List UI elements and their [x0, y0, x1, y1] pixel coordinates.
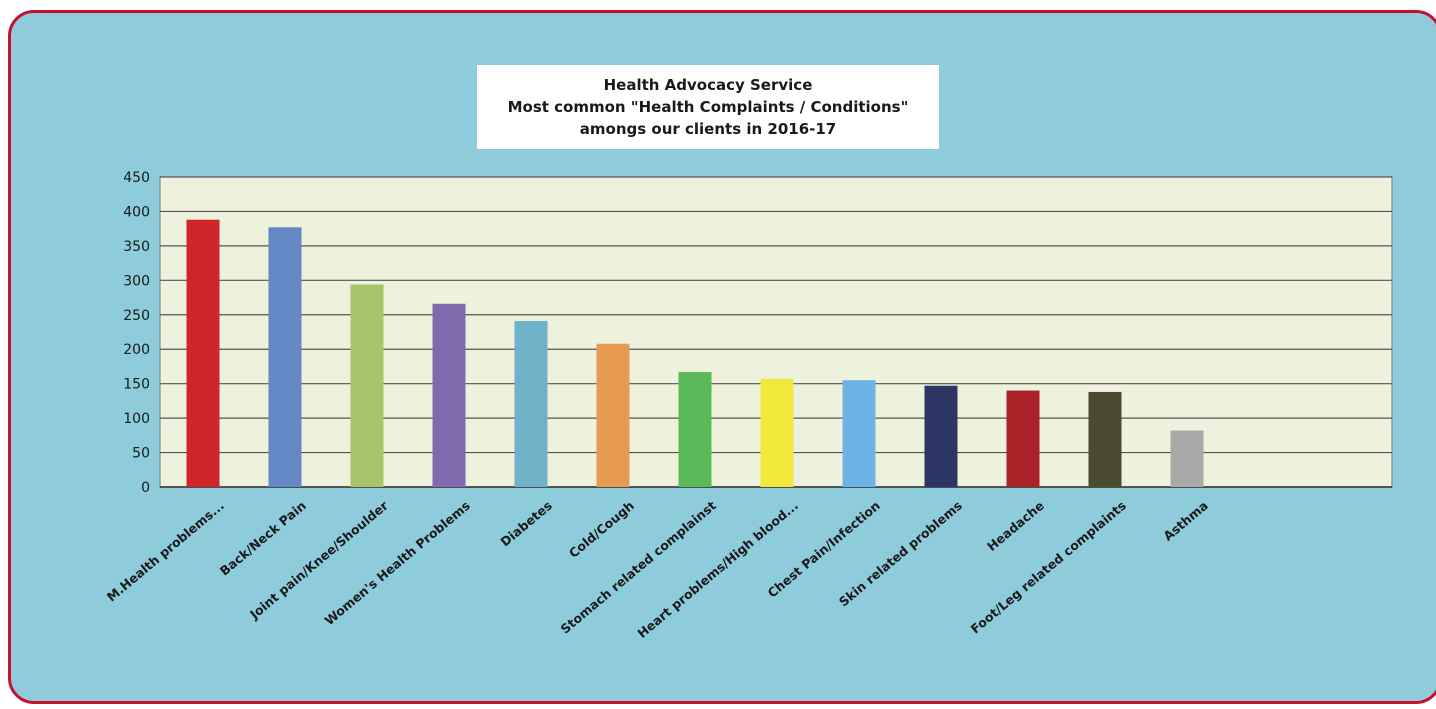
x-tick-label: Asthma — [1160, 498, 1211, 544]
bar — [432, 303, 466, 487]
y-tick-label: 150 — [123, 377, 150, 393]
bar — [186, 219, 220, 487]
x-tick-label: Foot/Leg related complaints — [968, 498, 1129, 637]
y-tick-label: 400 — [123, 204, 150, 220]
bar — [1088, 391, 1122, 487]
bar — [268, 227, 302, 488]
y-tick-label: 0 — [141, 480, 150, 496]
y-tick-label: 50 — [132, 446, 150, 462]
chart-title: Health Advocacy Service Most common "Hea… — [477, 65, 939, 149]
bar — [1006, 390, 1040, 487]
bar — [514, 320, 548, 487]
bar — [596, 343, 630, 487]
x-tick-label: Headache — [984, 498, 1047, 554]
bar — [350, 284, 384, 487]
x-tick-label: Diabetes — [497, 498, 554, 550]
bar — [842, 380, 876, 487]
bar — [1170, 430, 1204, 487]
y-tick-label: 350 — [123, 239, 150, 255]
chart-title-line-3: amongs our clients in 2016-17 — [579, 120, 837, 138]
x-tick-label: Joint pain/Knee/Shoulder — [246, 497, 391, 622]
bar — [678, 371, 712, 487]
chart-title-line-1: Health Advocacy Service — [603, 76, 813, 94]
x-tick-label: Cold/Cough — [566, 498, 637, 561]
x-tick-label: Women's Health Problems — [322, 498, 473, 628]
x-tick-label: Back/Neck Pain — [217, 498, 309, 579]
y-tick-label: 450 — [123, 170, 150, 186]
x-tick-label: Heart problems/High blood... — [634, 498, 801, 641]
bar — [924, 385, 958, 487]
y-tick-label: 100 — [123, 411, 150, 427]
y-tick-label: 250 — [123, 308, 150, 324]
chart-title-line-2: Most common "Health Complaints / Conditi… — [507, 98, 909, 116]
x-tick-label: M.Health problems... — [104, 498, 227, 605]
y-tick-label: 300 — [123, 273, 150, 289]
bar — [760, 378, 794, 487]
y-tick-label: 200 — [123, 342, 150, 358]
x-tick-label: Stomach related complainst — [558, 498, 719, 637]
